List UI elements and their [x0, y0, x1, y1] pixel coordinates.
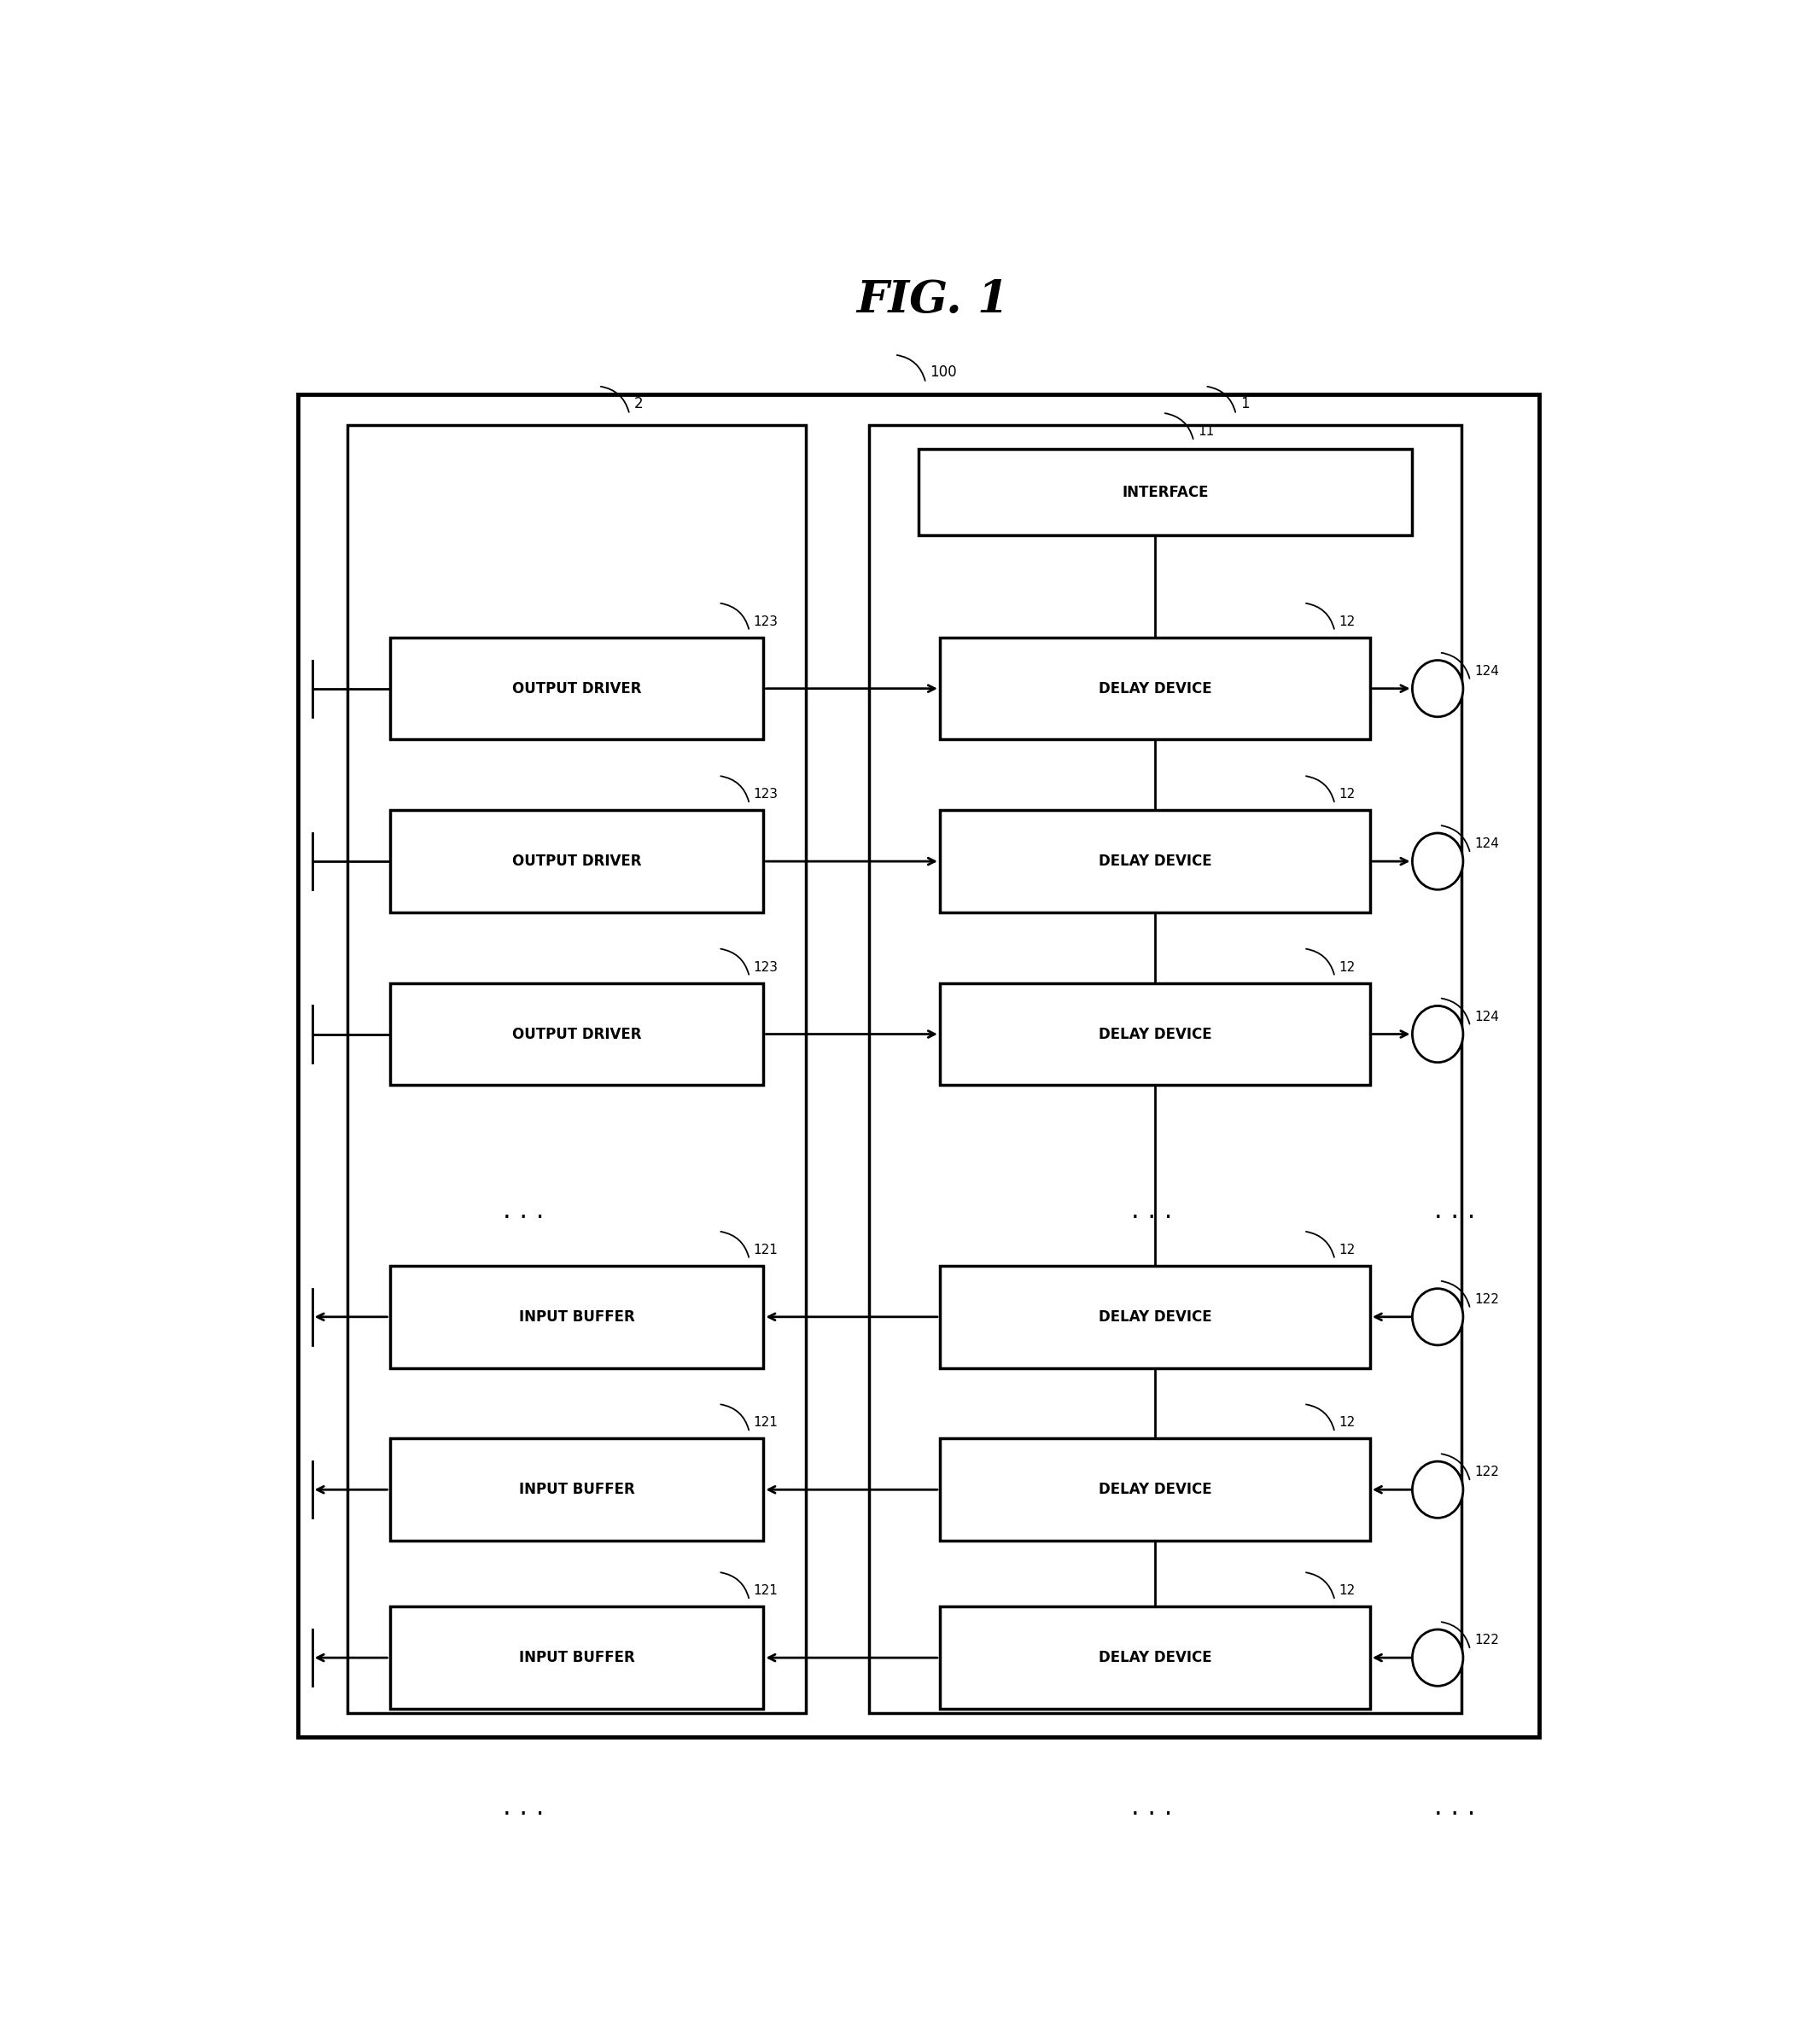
Text: OUTPUT DRIVER: OUTPUT DRIVER — [511, 853, 641, 869]
Bar — [389, 639, 764, 741]
Text: DELAY DEVICE: DELAY DEVICE — [1097, 1481, 1212, 1497]
Bar — [870, 426, 1461, 1714]
Bar — [298, 394, 1540, 1738]
Circle shape — [1412, 1630, 1463, 1685]
Text: 123: 123 — [753, 961, 779, 973]
Text: . . .: . . . — [1130, 1795, 1172, 1820]
Bar — [348, 426, 806, 1714]
Text: 12: 12 — [1340, 616, 1356, 628]
Text: 122: 122 — [1474, 1293, 1500, 1306]
Text: 124: 124 — [1474, 1010, 1500, 1024]
Text: DELAY DEVICE: DELAY DEVICE — [1097, 1310, 1212, 1324]
Text: 2: 2 — [633, 396, 642, 412]
Text: INPUT BUFFER: INPUT BUFFER — [519, 1481, 635, 1497]
Bar — [389, 983, 764, 1085]
Text: 122: 122 — [1474, 1467, 1500, 1479]
Bar — [389, 1438, 764, 1540]
Text: . . .: . . . — [1434, 1197, 1476, 1224]
Text: DELAY DEVICE: DELAY DEVICE — [1097, 1026, 1212, 1042]
Text: 122: 122 — [1474, 1634, 1500, 1646]
Text: INTERFACE: INTERFACE — [1123, 486, 1208, 500]
Text: 123: 123 — [753, 787, 779, 802]
Bar — [939, 1608, 1370, 1710]
Text: . . .: . . . — [502, 1795, 544, 1820]
Text: 12: 12 — [1340, 1585, 1356, 1597]
Text: 121: 121 — [753, 1244, 779, 1257]
Text: INPUT BUFFER: INPUT BUFFER — [519, 1650, 635, 1665]
Text: 124: 124 — [1474, 665, 1500, 677]
Circle shape — [1412, 1006, 1463, 1063]
Text: 12: 12 — [1340, 1416, 1356, 1430]
Text: 1: 1 — [1239, 396, 1249, 412]
Text: 100: 100 — [930, 365, 957, 379]
Bar — [939, 983, 1370, 1085]
Text: DELAY DEVICE: DELAY DEVICE — [1097, 853, 1212, 869]
Text: 12: 12 — [1340, 1244, 1356, 1257]
Text: 12: 12 — [1340, 787, 1356, 802]
Bar — [389, 1608, 764, 1710]
Text: 123: 123 — [753, 616, 779, 628]
Circle shape — [1412, 661, 1463, 716]
Circle shape — [1412, 832, 1463, 889]
Text: 12: 12 — [1340, 961, 1356, 973]
Text: 11: 11 — [1198, 424, 1214, 439]
Text: 124: 124 — [1474, 838, 1500, 851]
Text: . . .: . . . — [1434, 1795, 1476, 1820]
Bar — [939, 1265, 1370, 1369]
Bar — [939, 639, 1370, 741]
Text: OUTPUT DRIVER: OUTPUT DRIVER — [511, 1026, 641, 1042]
Text: INPUT BUFFER: INPUT BUFFER — [519, 1310, 635, 1324]
Circle shape — [1412, 1461, 1463, 1518]
Text: DELAY DEVICE: DELAY DEVICE — [1097, 1650, 1212, 1665]
Text: OUTPUT DRIVER: OUTPUT DRIVER — [511, 681, 641, 696]
Text: DELAY DEVICE: DELAY DEVICE — [1097, 681, 1212, 696]
Bar — [389, 1265, 764, 1369]
Circle shape — [1412, 1289, 1463, 1344]
Bar — [919, 449, 1412, 534]
Text: FIG. 1: FIG. 1 — [857, 277, 1008, 322]
Text: . . .: . . . — [502, 1197, 544, 1224]
Text: 121: 121 — [753, 1416, 779, 1430]
Text: . . .: . . . — [1130, 1197, 1172, 1224]
Text: 121: 121 — [753, 1585, 779, 1597]
Bar — [939, 1438, 1370, 1540]
Bar — [939, 810, 1370, 912]
Bar — [389, 810, 764, 912]
